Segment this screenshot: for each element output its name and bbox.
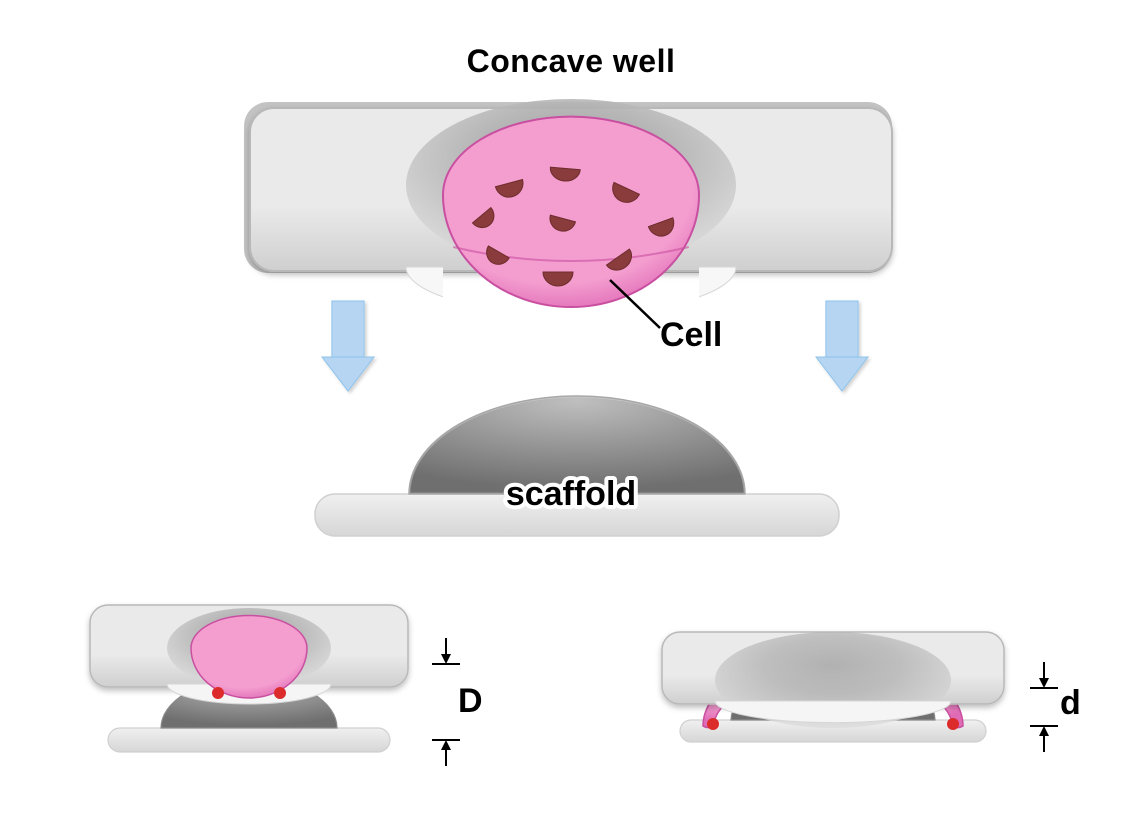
label-cell: Cell bbox=[660, 316, 722, 354]
label-D: D bbox=[458, 682, 483, 720]
panel-bottom-left bbox=[90, 605, 460, 766]
gap-marker bbox=[1030, 662, 1058, 752]
panel-bottom-right bbox=[662, 632, 1058, 752]
contact-dot bbox=[274, 687, 286, 699]
label-scaffold: scaffold bbox=[506, 475, 636, 513]
scaffold-top bbox=[315, 396, 839, 536]
down-arrow bbox=[816, 301, 868, 391]
contact-dot bbox=[212, 687, 224, 699]
contact-dot bbox=[947, 718, 959, 730]
gap-marker bbox=[432, 638, 460, 766]
contact-dot bbox=[707, 718, 719, 730]
label-d: d bbox=[1060, 684, 1081, 722]
down-arrow bbox=[322, 301, 374, 391]
label-title: Concave well bbox=[467, 43, 676, 79]
top-well bbox=[244, 99, 892, 328]
